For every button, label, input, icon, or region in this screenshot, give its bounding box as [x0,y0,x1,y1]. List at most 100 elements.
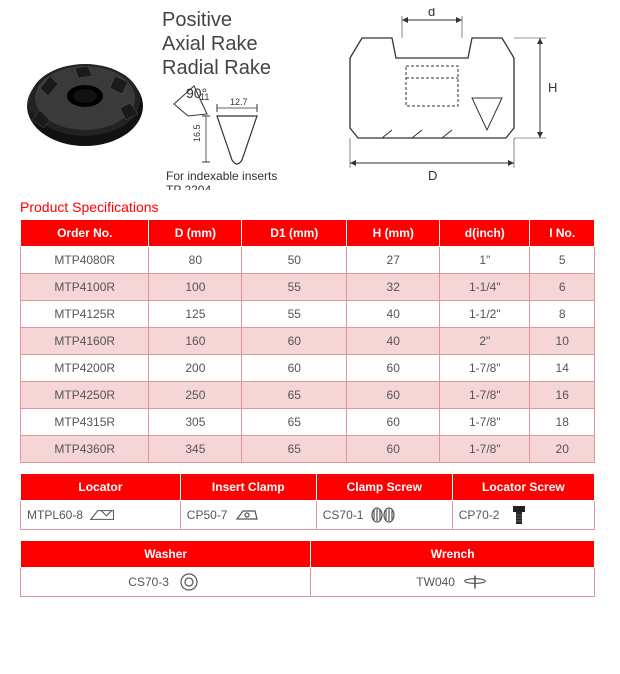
lscrew-icon [505,505,533,525]
col-header: Order No. [21,220,149,247]
svg-text:d: d [428,8,435,19]
cell: 40 [347,328,440,355]
cell: 1-7/8" [440,355,530,382]
cell: MTP4200R [21,355,149,382]
table-row: MTP4125R12555401-1/2"8 [21,301,595,328]
part-label: CP50-7 [187,508,228,522]
svg-text:For indexable inserts: For indexable inserts [166,169,277,183]
cell: 65 [242,409,347,436]
table-row: MTP4360R34565601-7/8"20 [21,436,595,463]
cell: MTP4160R [21,328,149,355]
cell: 80 [149,247,242,274]
part-cell: TW040 [311,568,595,597]
cell: 10 [530,328,595,355]
table-row: MTP4315R30565601-7/8"18 [21,409,595,436]
part-label: TW040 [416,575,455,589]
cell: 27 [347,247,440,274]
col-header: I No. [530,220,595,247]
cell: 250 [149,382,242,409]
part-cell: MTPL60-8 [21,501,181,530]
svg-text:11: 11 [200,92,209,102]
table-row: MTP4100R10055321-1/4"6 [21,274,595,301]
cscrew-icon [369,505,397,525]
cell: 305 [149,409,242,436]
table-row: MTP4250R25065601-7/8"16 [21,382,595,409]
part-cell: CS70-3 [21,568,311,597]
title-line2: Axial Rake [162,32,312,56]
cell: 60 [347,355,440,382]
svg-text:TP 2204: TP 2204 [166,183,211,190]
product-photo [20,48,150,161]
cell: 16 [530,382,595,409]
cell: 40 [347,301,440,328]
part-label: CS70-3 [128,575,169,589]
cell: 5 [530,247,595,274]
title-line3: Radial Rake [162,56,312,80]
part-cell: CS70-1 [316,501,452,530]
cell: 55 [242,301,347,328]
cell: 60 [347,409,440,436]
col-header: Wrench [311,541,595,568]
cell: 160 [149,328,242,355]
col-header: Locator Screw [452,474,594,501]
col-header: Washer [21,541,311,568]
svg-text:12.7: 12.7 [230,97,248,107]
cell: 14 [530,355,595,382]
cell: MTP4360R [21,436,149,463]
cell: 2" [440,328,530,355]
top-section: Positive Axial Rake Radial Rake 90° 11 1… [20,8,600,193]
wrench-icon [461,572,489,592]
cell: 50 [242,247,347,274]
cell: 32 [347,274,440,301]
cell: 1-7/8" [440,382,530,409]
part-label: MTPL60-8 [27,508,83,522]
col-header: Insert Clamp [180,474,316,501]
cell: 1-7/8" [440,409,530,436]
clamp-icon [233,505,261,525]
cell: 1-7/8" [440,436,530,463]
parts-table-2: WasherWrench CS70-3 TW040 [20,540,595,597]
cell: 345 [149,436,242,463]
col-header: Clamp Screw [316,474,452,501]
table-row: MTP4160R16060402"10 [21,328,595,355]
cell: MTP4250R [21,382,149,409]
cell: MTP4080R [21,247,149,274]
cell: 55 [242,274,347,301]
table-row: MTP4200R20060601-7/8"14 [21,355,595,382]
cell: 1-1/4" [440,274,530,301]
col-header: D1 (mm) [242,220,347,247]
cell: 65 [242,382,347,409]
title-line1: Positive [162,8,312,32]
cell: 6 [530,274,595,301]
insert-diagram: 90° 11 12.7 16.5 For indexable inserts T… [162,80,312,190]
parts-table-1: LocatorInsert ClampClamp ScrewLocator Sc… [20,473,595,530]
cell: 60 [242,355,347,382]
locator-icon [89,505,117,525]
cell: 60 [347,382,440,409]
cell: 1" [440,247,530,274]
cell: MTP4315R [21,409,149,436]
spec-title: Product Specifications [20,199,600,215]
cell: 18 [530,409,595,436]
cell: 100 [149,274,242,301]
col-header: d(inch) [440,220,530,247]
col-header: H (mm) [347,220,440,247]
svg-text:16.5: 16.5 [192,124,202,142]
part-label: CP70-2 [459,508,500,522]
svg-text:D: D [428,168,437,183]
cell: 125 [149,301,242,328]
col-header: D (mm) [149,220,242,247]
title-and-insert-diagram: Positive Axial Rake Radial Rake 90° 11 1… [162,8,312,193]
part-cell: CP70-2 [452,501,594,530]
cell: 20 [530,436,595,463]
table-row: MTP4080R8050271"5 [21,247,595,274]
col-header: Locator [21,474,181,501]
part-label: CS70-1 [323,508,364,522]
part-cell: CP50-7 [180,501,316,530]
specs-table: Order No.D (mm)D1 (mm)H (mm)d(inch)I No.… [20,219,595,463]
cell: 60 [242,328,347,355]
cell: MTP4125R [21,301,149,328]
body-diagram: d H D [332,8,562,188]
svg-text:H: H [548,80,557,95]
cell: 8 [530,301,595,328]
